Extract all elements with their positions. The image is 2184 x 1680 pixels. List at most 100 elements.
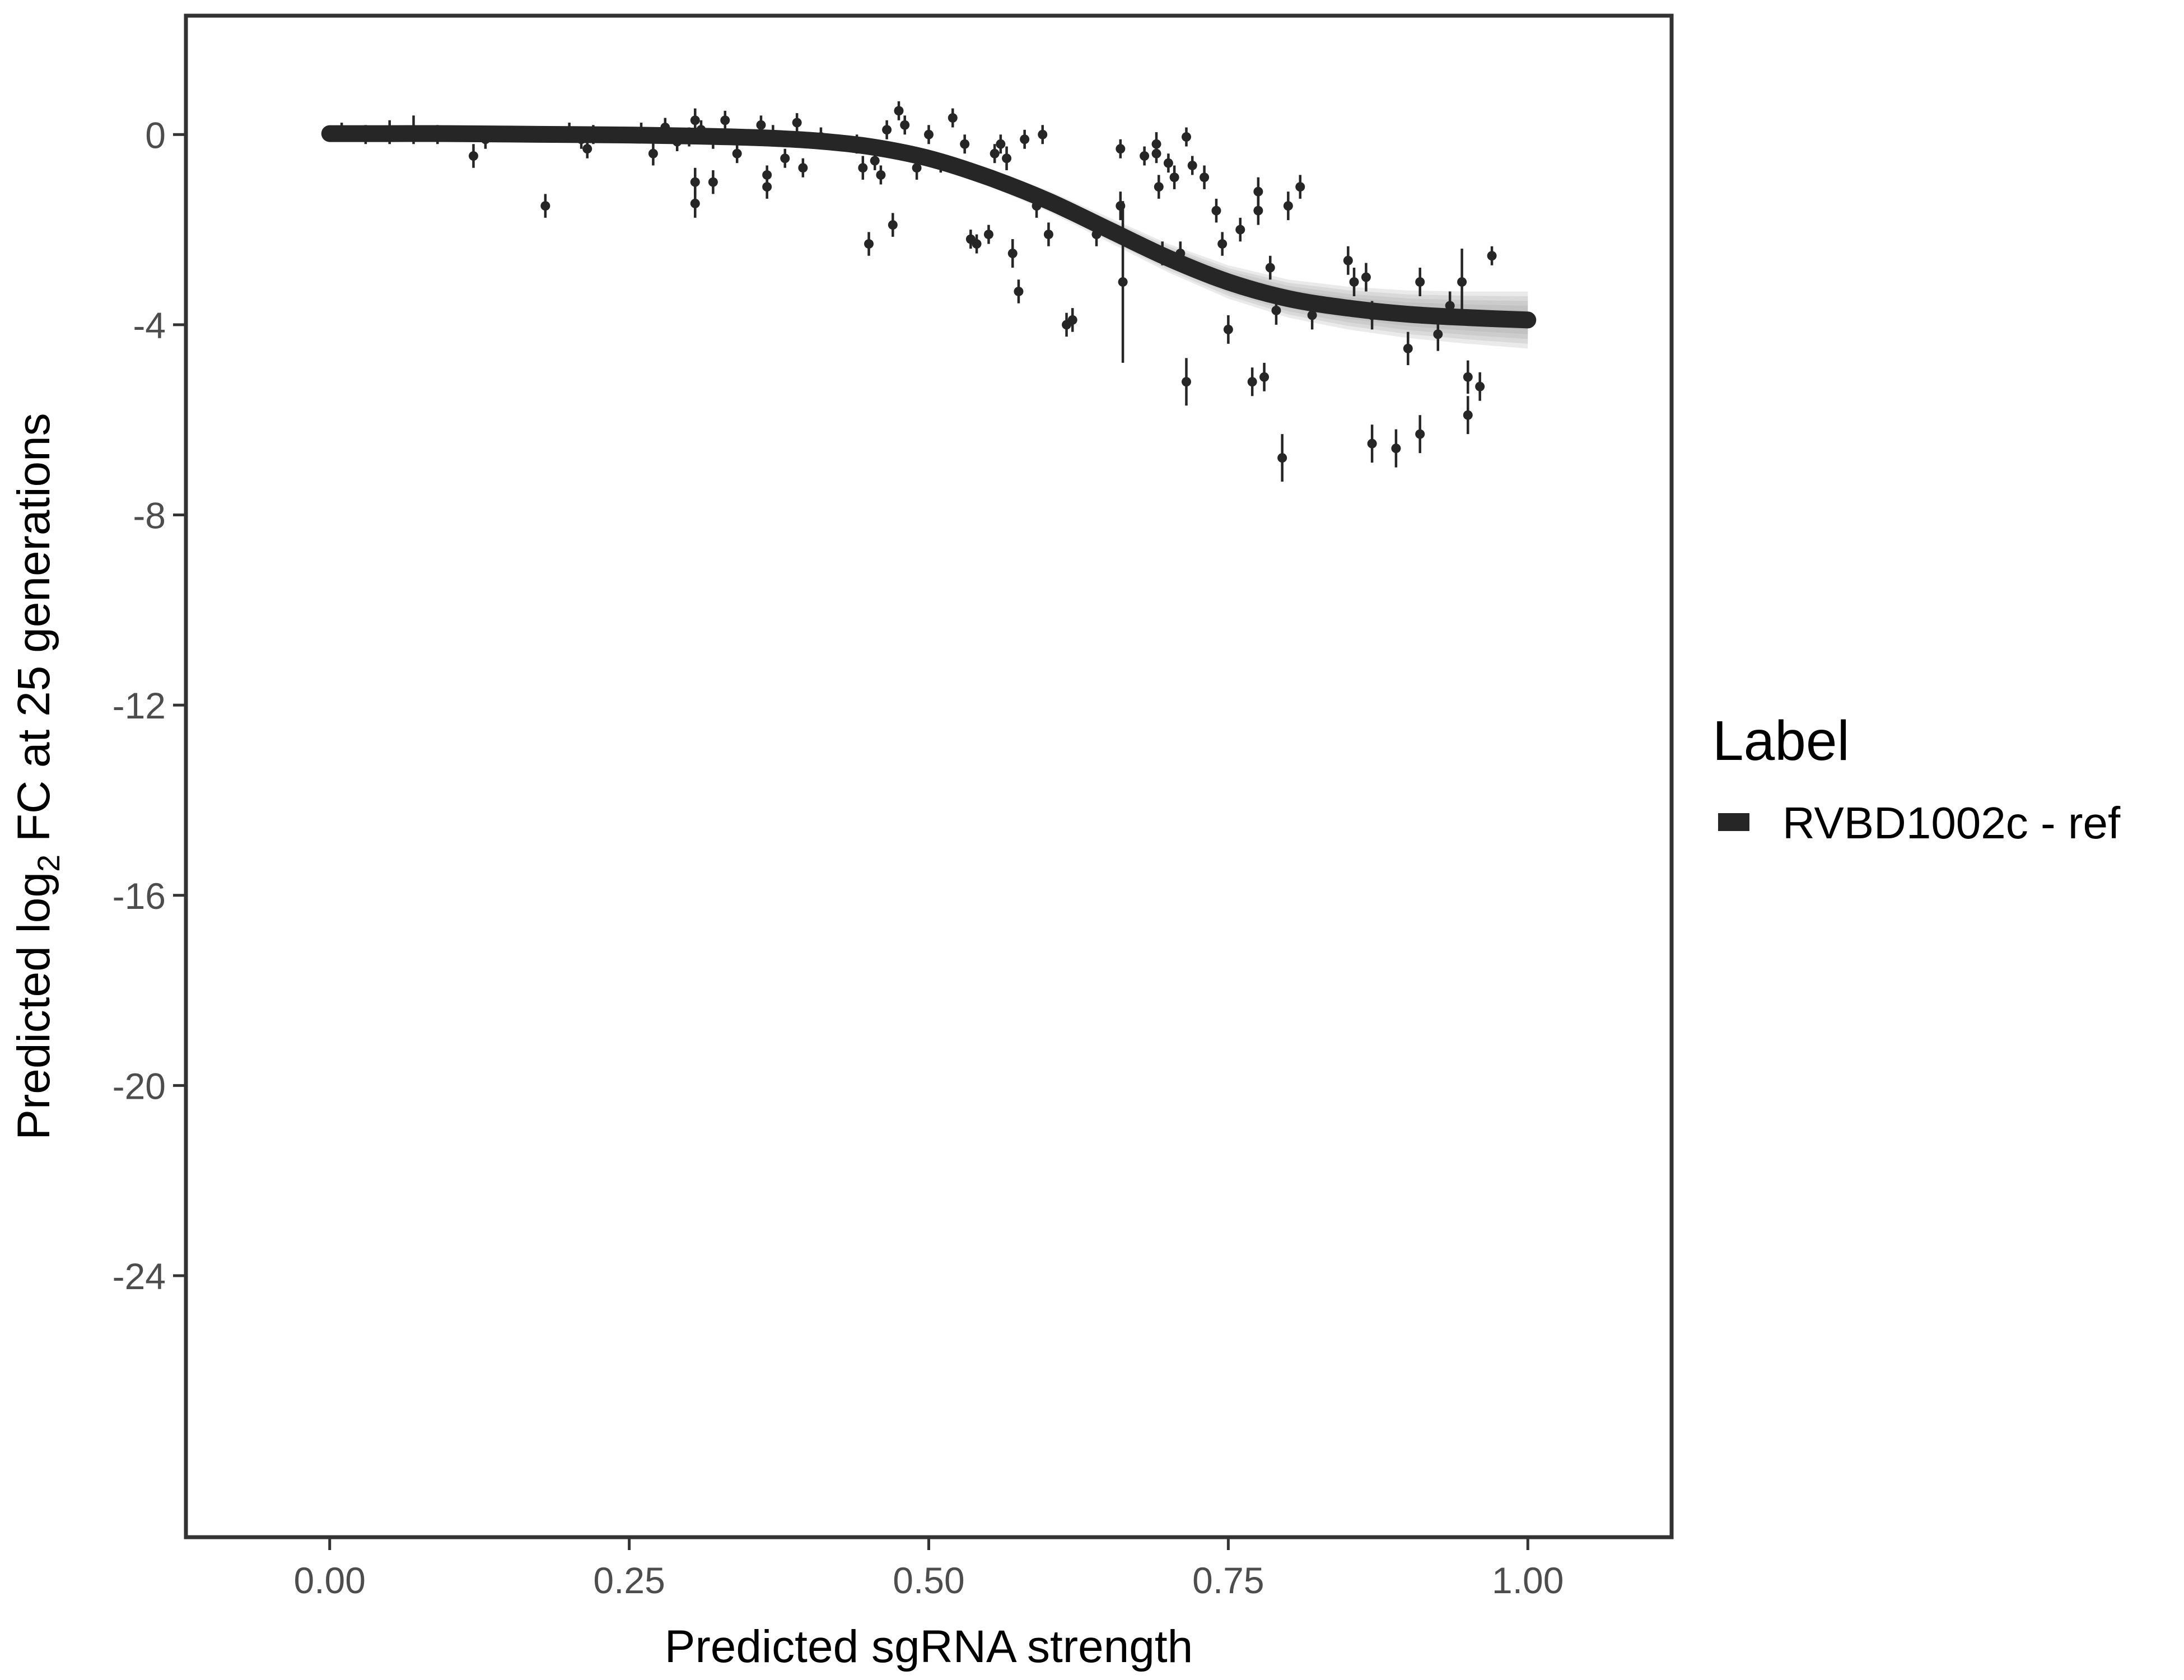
- data-point: [858, 156, 868, 180]
- legend-entry-label: RVBD1002c - ref: [1782, 798, 2121, 848]
- point-marker: [540, 201, 550, 211]
- fit-band-layer: [329, 132, 1528, 344]
- point-marker: [1118, 277, 1128, 287]
- x-tick-label: 0.00: [294, 1560, 366, 1601]
- point-marker: [1200, 172, 1210, 183]
- data-point: [1349, 268, 1359, 296]
- point-marker: [690, 177, 700, 187]
- point-marker: [864, 239, 874, 249]
- point-marker: [1253, 186, 1263, 197]
- data-point: [780, 148, 790, 168]
- point-marker: [888, 220, 898, 230]
- data-point: [1235, 217, 1245, 242]
- x-tick-label: 1.00: [1492, 1560, 1564, 1601]
- point-marker: [732, 148, 742, 158]
- data-point: [924, 125, 934, 144]
- point-marker: [1343, 255, 1353, 265]
- point-marker: [1295, 182, 1305, 192]
- data-point: [1259, 362, 1270, 391]
- point-marker: [1154, 182, 1164, 192]
- point-marker: [1235, 225, 1245, 235]
- data-point: [1295, 175, 1305, 199]
- point-marker: [1020, 134, 1030, 144]
- point-marker: [1445, 301, 1455, 311]
- data-point: [1181, 127, 1191, 147]
- point-marker: [1181, 377, 1191, 387]
- point-marker: [1307, 310, 1317, 320]
- point-marker: [1277, 453, 1287, 463]
- plot-panel-border: [184, 13, 1674, 1539]
- data-point: [1283, 192, 1293, 221]
- point-marker: [1181, 132, 1191, 142]
- x-tick-label: 0.75: [1192, 1560, 1264, 1601]
- point-marker: [948, 113, 958, 123]
- point-marker: [960, 139, 970, 149]
- point-marker: [1211, 206, 1221, 216]
- point-marker: [798, 163, 808, 173]
- y-axis-title-prefix: Predicted log: [8, 872, 59, 1140]
- point-marker: [1487, 251, 1497, 261]
- point-marker: [1361, 272, 1371, 282]
- point-marker: [1367, 438, 1377, 449]
- x-tick-label: 0.50: [893, 1560, 964, 1601]
- y-tick-label: -16: [113, 875, 166, 917]
- data-point: [864, 232, 874, 256]
- point-marker: [690, 115, 700, 125]
- point-marker: [792, 118, 802, 128]
- data-point: [1265, 255, 1275, 280]
- point-marker: [1475, 381, 1485, 391]
- point-marker: [1463, 410, 1473, 420]
- legend-title: Label: [1712, 710, 1850, 772]
- fit-curve: [321, 125, 1537, 329]
- data-point: [1361, 263, 1371, 292]
- point-marker: [1151, 148, 1161, 158]
- data-point: [1487, 246, 1497, 265]
- point-marker: [1403, 343, 1413, 353]
- data-point: [762, 175, 772, 199]
- point-marker: [1038, 129, 1048, 139]
- point-marker: [1391, 444, 1401, 454]
- point-marker: [720, 115, 730, 125]
- legend: Label RVBD1002c - ref: [1712, 710, 2121, 848]
- data-point: [1277, 434, 1287, 482]
- data-point: [792, 113, 802, 133]
- data-point: [540, 194, 550, 218]
- data-point: [1211, 198, 1221, 223]
- point-marker: [1140, 151, 1150, 161]
- data-point: [1457, 249, 1467, 315]
- point-marker: [1247, 377, 1257, 387]
- data-point: [1154, 175, 1164, 199]
- point-marker: [894, 106, 904, 116]
- point-marker: [1163, 158, 1173, 168]
- data-point: [1475, 372, 1485, 401]
- data-point: [1391, 429, 1401, 468]
- point-marker: [1259, 372, 1270, 382]
- data-point: [948, 108, 958, 128]
- data-point: [798, 158, 808, 178]
- data-point: [1463, 396, 1473, 435]
- data-point: [1415, 415, 1425, 454]
- point-marker: [972, 239, 982, 249]
- point-marker: [1217, 239, 1228, 249]
- data-point: [708, 170, 718, 194]
- data-point: [720, 110, 730, 130]
- y-axis-title-suffix: FC at 25 generations: [8, 413, 59, 855]
- data-point: [1415, 268, 1425, 296]
- fit-band-layer: [329, 132, 1528, 349]
- data-point: [1200, 165, 1210, 189]
- data-point: [1403, 332, 1413, 366]
- data-point: [894, 101, 904, 120]
- point-marker: [990, 148, 1000, 158]
- data-point: [1187, 156, 1197, 175]
- data-point: [882, 120, 892, 139]
- point-marker: [708, 177, 718, 187]
- y-tick-label: -8: [133, 495, 166, 536]
- point-marker: [1007, 249, 1018, 259]
- point-marker: [1271, 305, 1281, 315]
- point-marker: [996, 139, 1006, 149]
- point-marker: [882, 125, 892, 135]
- point-marker: [1433, 329, 1443, 339]
- point-marker: [870, 156, 880, 166]
- point-marker: [924, 129, 934, 139]
